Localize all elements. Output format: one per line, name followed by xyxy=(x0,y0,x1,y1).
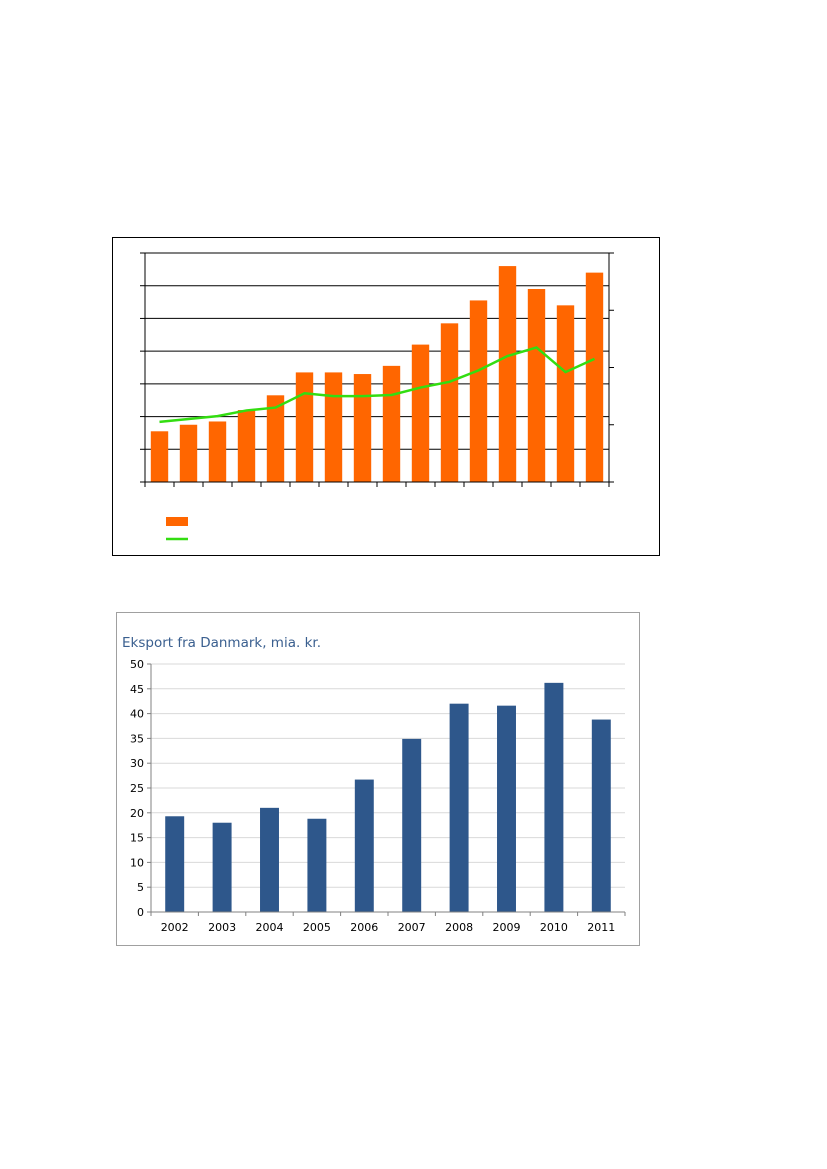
bar xyxy=(150,431,169,482)
bar xyxy=(212,822,232,912)
bar xyxy=(544,682,564,912)
bar xyxy=(354,779,374,912)
x-tick-label: 2005 xyxy=(303,921,331,934)
y-tick-label: 40 xyxy=(130,708,144,721)
bar xyxy=(498,266,517,482)
combo-chart xyxy=(112,237,660,556)
axes xyxy=(140,252,614,487)
bar xyxy=(179,424,198,482)
y-axis-ticks: 0 5 10 15 20 25 30 35 40 45 50 xyxy=(130,658,151,919)
bar xyxy=(411,344,430,482)
bar xyxy=(295,372,314,482)
bar xyxy=(556,305,575,482)
x-tick-label: 2011 xyxy=(587,921,615,934)
bar xyxy=(307,818,327,912)
x-tick-label: 2002 xyxy=(161,921,189,934)
x-tick-label: 2006 xyxy=(350,921,378,934)
y-tick-label: 10 xyxy=(130,856,144,869)
bar xyxy=(449,703,469,912)
bar xyxy=(469,300,488,482)
bar xyxy=(260,807,279,912)
bar-series xyxy=(165,682,611,912)
x-tick-label: 2004 xyxy=(256,921,284,934)
y-tick-label: 5 xyxy=(137,881,144,894)
y-tick-label: 25 xyxy=(130,782,144,795)
bar xyxy=(324,372,343,482)
x-tick-label: 2007 xyxy=(398,921,426,934)
y-tick-label: 15 xyxy=(130,832,144,845)
y-tick-label: 35 xyxy=(130,732,144,745)
y-tick-label: 0 xyxy=(137,906,144,919)
bar xyxy=(237,410,256,482)
x-tick-label: 2008 xyxy=(445,921,473,934)
bar xyxy=(266,395,285,482)
bar xyxy=(402,738,422,912)
bar xyxy=(382,365,401,482)
x-tick-label: 2009 xyxy=(493,921,521,934)
x-axis-ticks: 2002 2003 2004 2005 2006 2007 2008 2009 2010 2011 xyxy=(150,912,626,934)
x-tick-label: 2003 xyxy=(208,921,236,934)
line-series xyxy=(159,346,596,424)
bar xyxy=(591,719,611,912)
bar xyxy=(527,288,546,482)
bar xyxy=(208,421,227,482)
export-bar-chart: Eksport fra Danmark, mia. kr. 0 5 10 15 20 25… xyxy=(116,612,640,946)
y-tick-label: 20 xyxy=(130,807,144,820)
legend-bar-swatch xyxy=(166,517,188,526)
bar-series xyxy=(150,266,604,482)
bar xyxy=(440,323,459,482)
bar xyxy=(353,374,372,482)
x-tick-label: 2010 xyxy=(540,921,568,934)
bar xyxy=(165,816,185,912)
y-tick-label: 30 xyxy=(130,757,144,770)
legend xyxy=(166,517,188,541)
chart-title: Eksport fra Danmark, mia. kr. xyxy=(122,635,321,651)
y-tick-label: 50 xyxy=(130,658,144,671)
bar xyxy=(497,705,516,912)
bar xyxy=(585,272,604,482)
y-tick-label: 45 xyxy=(130,683,144,696)
